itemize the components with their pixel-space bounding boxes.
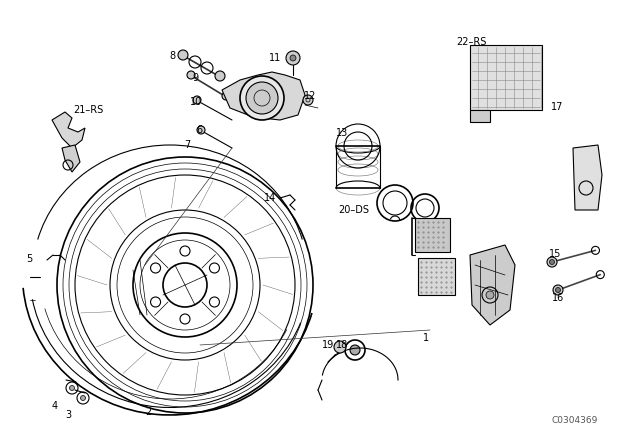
Circle shape [547, 257, 557, 267]
Text: 13: 13 [336, 128, 348, 138]
Circle shape [193, 96, 201, 104]
Text: 5: 5 [26, 254, 32, 264]
Text: 2: 2 [145, 407, 151, 417]
Polygon shape [222, 72, 305, 120]
Text: 16: 16 [552, 293, 564, 303]
Text: 1: 1 [423, 333, 429, 343]
Text: 9: 9 [192, 73, 198, 83]
Circle shape [187, 71, 195, 79]
Circle shape [246, 82, 278, 114]
Circle shape [222, 92, 230, 100]
Circle shape [334, 341, 346, 353]
Text: 11: 11 [269, 53, 281, 63]
Polygon shape [415, 218, 450, 252]
Circle shape [553, 285, 563, 295]
Polygon shape [470, 45, 542, 110]
Text: 14: 14 [264, 193, 276, 203]
Text: 21–RS: 21–RS [73, 105, 103, 115]
Text: 17: 17 [551, 102, 563, 112]
Text: 18: 18 [336, 340, 348, 350]
Circle shape [556, 288, 561, 293]
Polygon shape [470, 110, 490, 122]
Circle shape [290, 55, 296, 61]
Circle shape [286, 51, 300, 65]
Polygon shape [573, 145, 602, 210]
Circle shape [70, 385, 74, 391]
Polygon shape [62, 145, 80, 172]
Circle shape [215, 71, 225, 81]
Circle shape [197, 126, 205, 134]
Text: 15: 15 [549, 249, 561, 259]
Text: 20–DS: 20–DS [338, 205, 369, 215]
Circle shape [178, 50, 188, 60]
Text: 22–RS: 22–RS [456, 37, 486, 47]
Text: 4: 4 [52, 401, 58, 411]
Circle shape [550, 259, 554, 264]
Polygon shape [470, 245, 515, 325]
Text: 8: 8 [169, 51, 175, 61]
Text: 6: 6 [196, 125, 202, 135]
Text: C0304369: C0304369 [552, 415, 598, 425]
Circle shape [303, 95, 313, 105]
Polygon shape [418, 258, 455, 295]
Circle shape [350, 345, 360, 355]
Text: 7: 7 [184, 140, 190, 150]
Circle shape [81, 396, 86, 401]
Text: 19: 19 [322, 340, 334, 350]
Text: 12: 12 [304, 91, 316, 101]
Text: 10: 10 [190, 97, 202, 107]
Circle shape [486, 291, 494, 299]
Text: 3: 3 [65, 410, 71, 420]
Polygon shape [52, 112, 85, 148]
Circle shape [240, 76, 284, 120]
